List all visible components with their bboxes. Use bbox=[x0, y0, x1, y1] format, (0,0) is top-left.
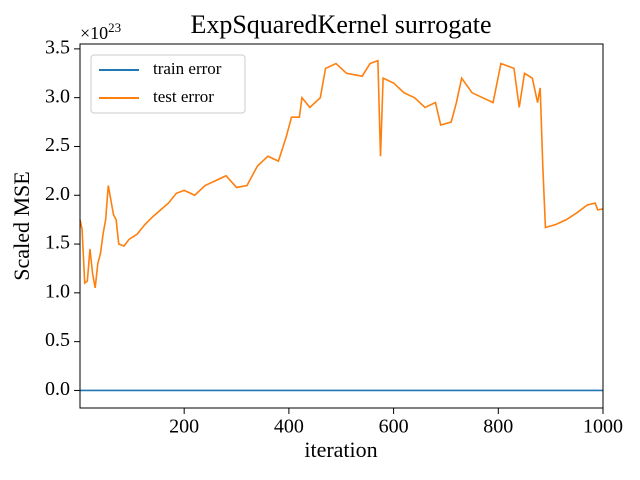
x-tick-label: 600 bbox=[379, 416, 409, 438]
offset-text: ×1023 bbox=[80, 20, 121, 43]
x-axis-label: iteration bbox=[304, 437, 377, 462]
x-tick-label: 800 bbox=[483, 416, 513, 438]
x-tick-label: 1000 bbox=[583, 416, 623, 438]
y-tick-label: 2.5 bbox=[45, 134, 70, 156]
offset-exponent: 23 bbox=[108, 20, 121, 35]
y-tick-label: 1.0 bbox=[45, 280, 70, 302]
offset-base: ×10 bbox=[80, 23, 108, 43]
y-axis-label: Scaled MSE bbox=[9, 171, 34, 280]
x-tick-label: 400 bbox=[274, 416, 304, 438]
series-line bbox=[79, 59, 604, 289]
plot-frame bbox=[79, 43, 604, 409]
y-tick-label: 0.0 bbox=[45, 378, 70, 400]
y-tick-label: 0.5 bbox=[45, 329, 70, 351]
y-tick-label: 1.5 bbox=[45, 232, 70, 254]
y-tick-label: 3.5 bbox=[45, 36, 70, 58]
legend-label: train error bbox=[153, 59, 222, 78]
chart-title: ExpSquaredKernel surrogate bbox=[190, 10, 491, 39]
x-tick-label: 200 bbox=[169, 416, 199, 438]
legend-label: test error bbox=[153, 87, 214, 106]
y-tick-label: 2.0 bbox=[45, 183, 70, 205]
y-tick-label: 3.0 bbox=[45, 85, 70, 107]
